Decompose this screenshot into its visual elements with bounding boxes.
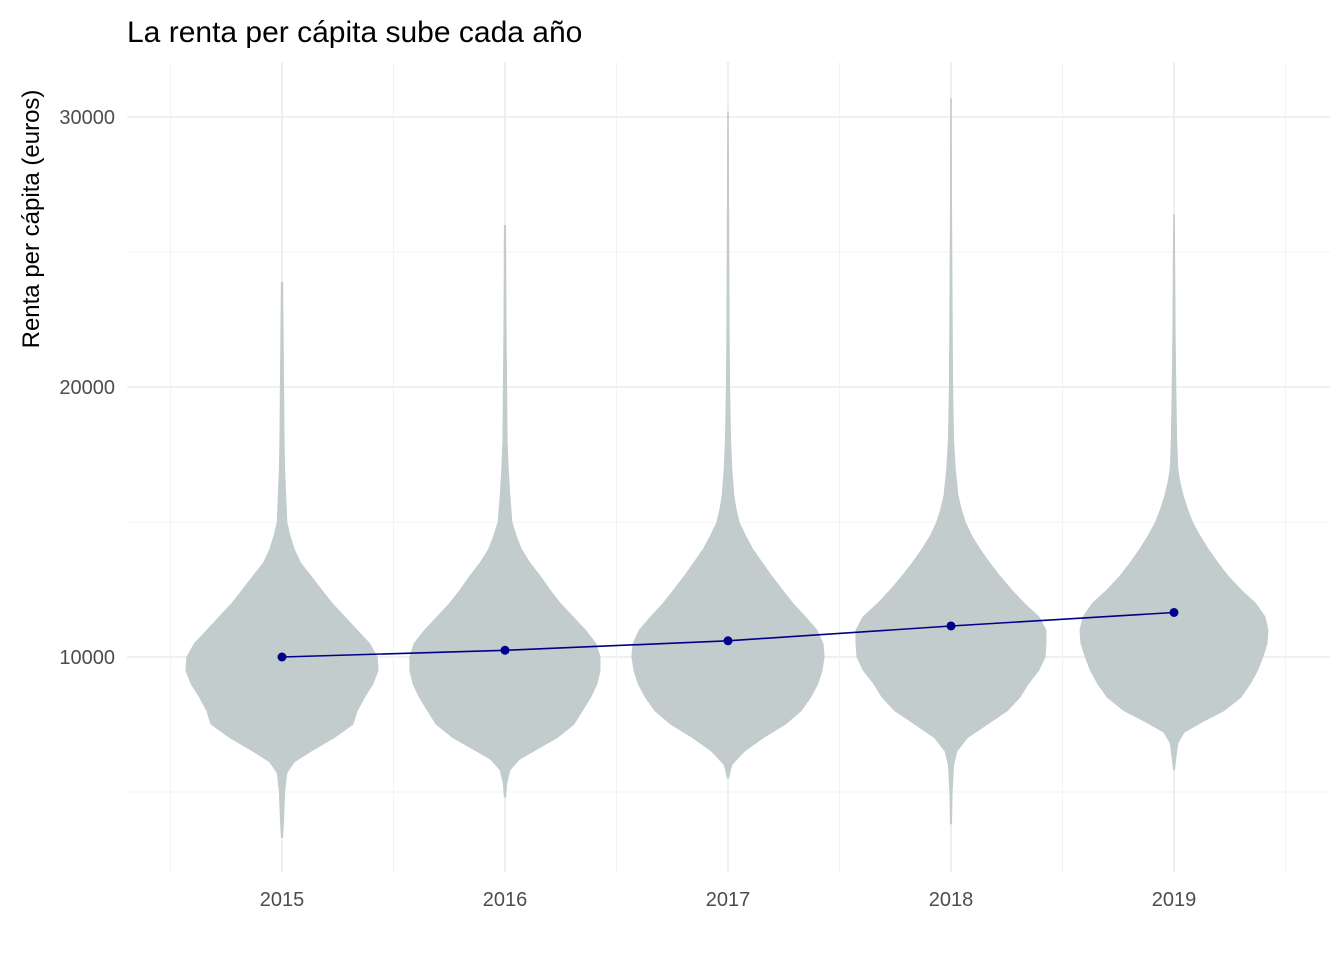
violin-2015: [185, 281, 379, 838]
violins: [185, 98, 1269, 838]
x-tick-label: 2019: [1152, 889, 1197, 911]
mean-point-2017: [723, 636, 733, 646]
x-tick-label: 2018: [929, 889, 974, 911]
chart-title: La renta per cápita sube cada año: [127, 16, 582, 49]
mean-point-2016: [500, 645, 510, 655]
mean-point-2018: [946, 621, 956, 631]
x-tick-label: 2017: [706, 889, 751, 911]
y-tick-label: 20000: [59, 377, 115, 399]
violin-2016: [409, 225, 601, 798]
y-axis-label: Renta per cápita (euros): [18, 90, 45, 349]
violin-2017: [631, 111, 825, 779]
violin-2018: [855, 98, 1047, 825]
mean-point-2019: [1169, 607, 1179, 617]
mean-point-2015: [277, 652, 287, 662]
y-axis-ticks: 10000 20000 30000: [59, 107, 115, 669]
y-tick-label: 30000: [59, 107, 115, 129]
y-tick-label: 10000: [59, 647, 115, 669]
mean-series: [277, 607, 1179, 662]
x-tick-label: 2016: [483, 889, 528, 911]
violin-2019: [1079, 214, 1269, 771]
x-axis-ticks: 2015 2016 2017 2018 2019: [260, 889, 1197, 911]
x-tick-label: 2015: [260, 889, 305, 911]
